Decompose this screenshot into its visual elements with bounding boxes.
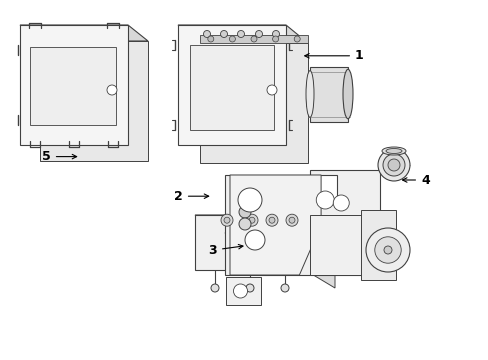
- Polygon shape: [200, 35, 307, 43]
- Text: 5: 5: [42, 150, 77, 163]
- Circle shape: [233, 284, 247, 298]
- Circle shape: [239, 218, 250, 230]
- Circle shape: [294, 36, 300, 42]
- Circle shape: [316, 191, 334, 209]
- Circle shape: [272, 31, 279, 37]
- Circle shape: [239, 206, 250, 218]
- Circle shape: [245, 284, 253, 292]
- Circle shape: [237, 31, 244, 37]
- Circle shape: [272, 36, 278, 42]
- Polygon shape: [224, 170, 379, 275]
- Circle shape: [203, 31, 210, 37]
- Circle shape: [382, 154, 404, 176]
- Circle shape: [220, 31, 227, 37]
- Circle shape: [374, 237, 400, 263]
- Circle shape: [250, 36, 257, 42]
- Circle shape: [229, 36, 235, 42]
- Circle shape: [107, 85, 117, 95]
- Bar: [225, 277, 260, 305]
- Polygon shape: [40, 41, 148, 161]
- Circle shape: [248, 217, 254, 223]
- Circle shape: [387, 159, 399, 171]
- Polygon shape: [178, 25, 285, 145]
- Circle shape: [268, 217, 274, 223]
- Circle shape: [377, 149, 409, 181]
- Bar: [361, 210, 395, 280]
- Circle shape: [383, 246, 391, 254]
- Circle shape: [285, 214, 297, 226]
- Circle shape: [210, 284, 219, 292]
- Polygon shape: [229, 175, 321, 275]
- Text: 2: 2: [174, 190, 208, 203]
- Bar: [305, 82, 311, 106]
- Circle shape: [288, 217, 294, 223]
- Text: 1: 1: [304, 49, 363, 62]
- Circle shape: [365, 228, 409, 272]
- Bar: [190, 45, 273, 130]
- Circle shape: [238, 188, 262, 212]
- Circle shape: [207, 36, 213, 42]
- Circle shape: [244, 230, 264, 250]
- Polygon shape: [20, 25, 148, 41]
- Ellipse shape: [305, 71, 313, 117]
- Circle shape: [266, 85, 276, 95]
- Ellipse shape: [342, 69, 352, 119]
- Ellipse shape: [385, 148, 401, 153]
- Circle shape: [224, 217, 229, 223]
- Bar: [30, 47, 116, 125]
- Bar: [309, 215, 379, 275]
- Text: 4: 4: [402, 174, 429, 186]
- Polygon shape: [200, 43, 307, 163]
- Circle shape: [255, 31, 262, 37]
- Polygon shape: [195, 215, 305, 270]
- Polygon shape: [20, 25, 128, 145]
- Circle shape: [332, 195, 348, 211]
- Polygon shape: [305, 215, 334, 288]
- Circle shape: [265, 214, 278, 226]
- Polygon shape: [309, 67, 347, 122]
- Polygon shape: [195, 215, 334, 233]
- Ellipse shape: [381, 147, 405, 155]
- Circle shape: [221, 214, 232, 226]
- Circle shape: [281, 284, 288, 292]
- Polygon shape: [178, 25, 307, 43]
- Circle shape: [245, 214, 258, 226]
- Text: 3: 3: [208, 244, 243, 257]
